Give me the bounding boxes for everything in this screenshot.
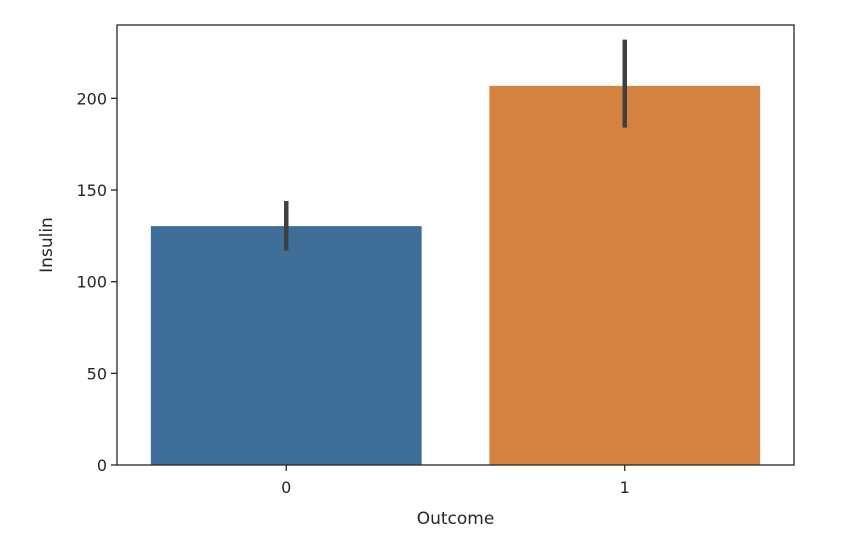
y-tick-label-50: 50 [87,364,107,383]
bar-0 [150,226,422,465]
x-tick-label-0: 0 [281,478,291,497]
y-axis-ticks: 0 50 100 150 200 [76,89,117,475]
plot-area-frame [116,24,795,466]
bars [150,85,761,465]
y-tick-label-200: 200 [76,89,107,108]
bar-1 [489,85,761,465]
y-tick-label-150: 150 [76,181,107,200]
x-axis-label: Outcome [417,509,495,529]
error-bars [284,39,627,251]
y-tick-label-100: 100 [76,273,107,292]
y-tick-label-0: 0 [97,456,107,475]
y-axis-label: Insulin [37,217,57,273]
x-tick-label-1: 1 [620,478,630,497]
